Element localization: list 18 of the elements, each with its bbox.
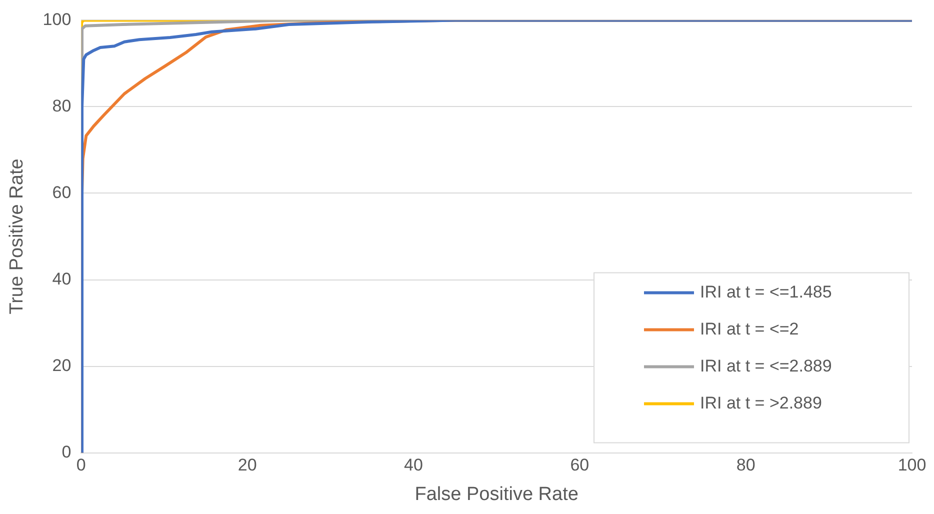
y-tick-label: 60: [52, 182, 72, 202]
x-tick-label: 0: [76, 456, 86, 475]
x-tick-label: 100: [898, 456, 926, 475]
y-tick-label: 80: [52, 96, 72, 116]
x-tick-label: 20: [238, 456, 257, 475]
legend-label: IRI at t = <=2: [700, 319, 799, 338]
x-tick-label: 60: [570, 456, 590, 475]
y-tick-label: 40: [52, 269, 72, 288]
legend-label: IRI at t = <=1.485: [700, 282, 832, 302]
y-tick-label: 100: [42, 10, 72, 29]
y-tick-label: 20: [52, 356, 72, 375]
y-axis-title: True Positive Rate: [6, 158, 28, 314]
x-tick-label: 80: [736, 456, 756, 475]
x-tick-label: 40: [404, 456, 423, 475]
legend-label: IRI at t = <=2.889: [700, 356, 832, 376]
y-tick-label: 0: [62, 442, 72, 462]
legend-label: IRI at t = >2.889: [700, 393, 822, 412]
x-axis-title: False Positive Rate: [414, 484, 578, 505]
